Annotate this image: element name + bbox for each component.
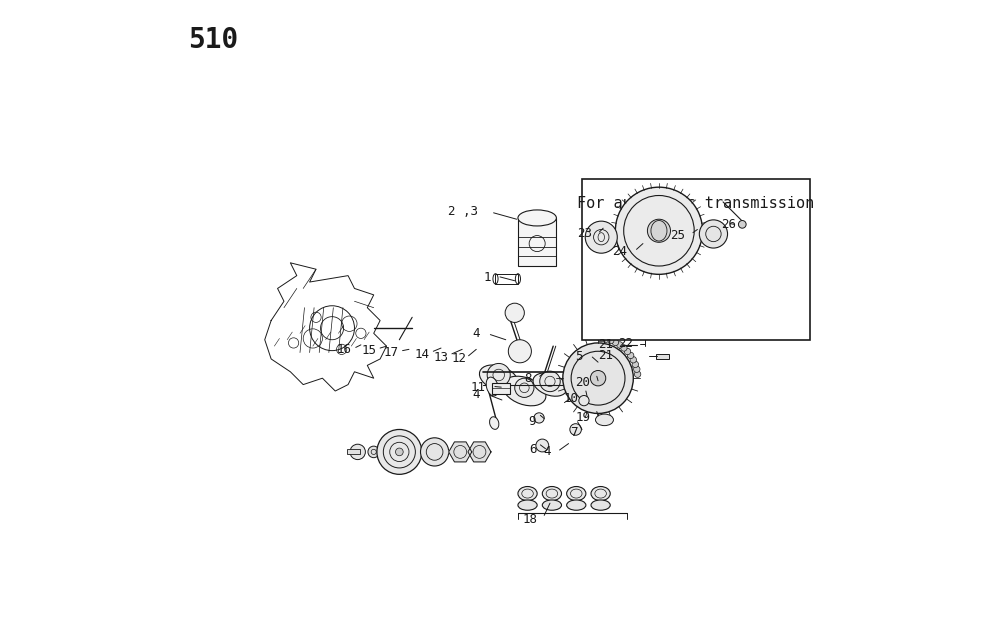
Text: For automatic transmission: For automatic transmission: [577, 196, 815, 210]
Text: 18: 18: [522, 513, 537, 526]
Text: 6: 6: [529, 444, 537, 456]
Text: 16: 16: [336, 343, 351, 356]
Ellipse shape: [490, 417, 498, 429]
Circle shape: [630, 356, 636, 363]
Ellipse shape: [567, 500, 586, 510]
Text: 9: 9: [528, 415, 536, 428]
Circle shape: [534, 413, 544, 423]
Ellipse shape: [591, 500, 610, 510]
Circle shape: [563, 343, 633, 413]
Text: 5: 5: [575, 350, 583, 363]
Text: 510: 510: [188, 26, 238, 54]
Bar: [496, 274, 518, 284]
Text: 8: 8: [524, 372, 531, 385]
Circle shape: [592, 324, 605, 337]
Circle shape: [570, 424, 582, 435]
Ellipse shape: [533, 373, 567, 396]
Circle shape: [508, 340, 531, 363]
Text: 11: 11: [471, 381, 486, 394]
Text: 13: 13: [434, 351, 449, 363]
Text: 14: 14: [414, 348, 429, 361]
Circle shape: [738, 221, 746, 228]
Circle shape: [505, 303, 524, 322]
Ellipse shape: [542, 500, 562, 510]
Circle shape: [647, 219, 671, 242]
Circle shape: [627, 353, 634, 359]
Text: 20: 20: [576, 376, 591, 388]
Circle shape: [350, 444, 366, 460]
Circle shape: [634, 371, 641, 378]
Ellipse shape: [502, 376, 546, 406]
Text: 10: 10: [564, 392, 579, 405]
Circle shape: [395, 448, 403, 456]
Circle shape: [641, 320, 649, 328]
Circle shape: [591, 370, 606, 386]
Text: 4: 4: [473, 327, 480, 340]
Polygon shape: [449, 442, 472, 462]
Ellipse shape: [542, 487, 562, 501]
Circle shape: [536, 439, 549, 452]
Bar: [518, 218, 556, 266]
Text: 24: 24: [612, 246, 627, 258]
Text: 4: 4: [543, 445, 551, 458]
Text: 25: 25: [670, 229, 685, 242]
Circle shape: [488, 363, 510, 387]
Circle shape: [607, 337, 614, 344]
Text: 15: 15: [362, 344, 377, 357]
Circle shape: [632, 361, 638, 367]
Ellipse shape: [480, 365, 518, 392]
Ellipse shape: [591, 487, 610, 501]
Circle shape: [616, 342, 623, 348]
Polygon shape: [468, 442, 491, 462]
Circle shape: [620, 345, 627, 351]
Circle shape: [633, 366, 640, 372]
Ellipse shape: [518, 500, 537, 510]
Text: 19: 19: [576, 412, 591, 424]
Circle shape: [540, 371, 560, 392]
Circle shape: [615, 187, 703, 274]
Ellipse shape: [518, 487, 537, 501]
Text: 7: 7: [570, 426, 578, 439]
Circle shape: [586, 221, 617, 253]
Bar: [656, 354, 669, 359]
Text: 2 ,3: 2 ,3: [448, 205, 478, 218]
Text: 1: 1: [484, 271, 491, 284]
Text: 12: 12: [452, 353, 467, 365]
Circle shape: [624, 348, 630, 354]
Ellipse shape: [487, 377, 498, 396]
Circle shape: [579, 395, 589, 406]
Text: 21: 21: [599, 349, 613, 362]
Text: 22: 22: [617, 337, 632, 350]
Circle shape: [603, 336, 609, 342]
Circle shape: [700, 220, 727, 248]
Ellipse shape: [567, 487, 586, 501]
Text: 17: 17: [384, 346, 398, 359]
Ellipse shape: [596, 414, 613, 426]
Text: 23: 23: [578, 228, 593, 240]
Circle shape: [368, 446, 380, 458]
Text: 4: 4: [473, 388, 480, 401]
Bar: [582, 179, 810, 340]
Circle shape: [612, 339, 618, 345]
Ellipse shape: [518, 210, 556, 226]
Bar: [493, 383, 510, 394]
Bar: [347, 449, 360, 454]
Text: 21: 21: [599, 338, 613, 351]
Circle shape: [420, 438, 449, 466]
Circle shape: [377, 429, 422, 474]
Circle shape: [598, 335, 605, 342]
Text: 26: 26: [720, 218, 736, 231]
Circle shape: [514, 378, 534, 397]
